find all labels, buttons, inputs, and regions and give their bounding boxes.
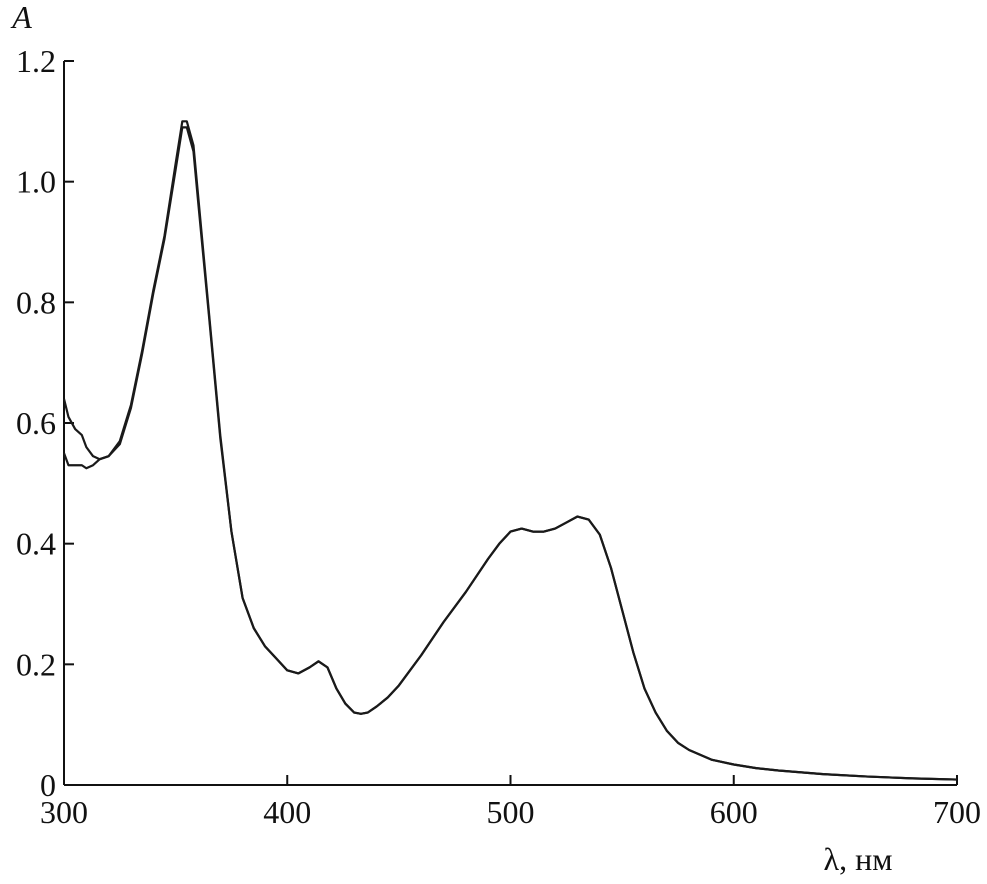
x-tick-label: 600 (710, 794, 758, 830)
y-tick-label: 0 (40, 767, 56, 803)
y-tick-label: 0.6 (16, 405, 56, 441)
x-axis-label: λ, нм (824, 841, 893, 877)
x-tick-label: 400 (263, 794, 311, 830)
y-tick-label: 1.2 (16, 43, 56, 79)
y-tick-label: 0.4 (16, 526, 56, 562)
y-tick-label: 0.2 (16, 646, 56, 682)
x-tick-label: 300 (40, 794, 88, 830)
y-tick-label: 0.8 (16, 284, 56, 320)
data-line (62, 126, 958, 781)
data-line (62, 120, 958, 781)
y-axis-label: A (10, 0, 32, 35)
x-tick-label: 700 (933, 794, 981, 830)
y-tick-label: 1.0 (16, 164, 56, 200)
x-tick-label: 500 (487, 794, 535, 830)
